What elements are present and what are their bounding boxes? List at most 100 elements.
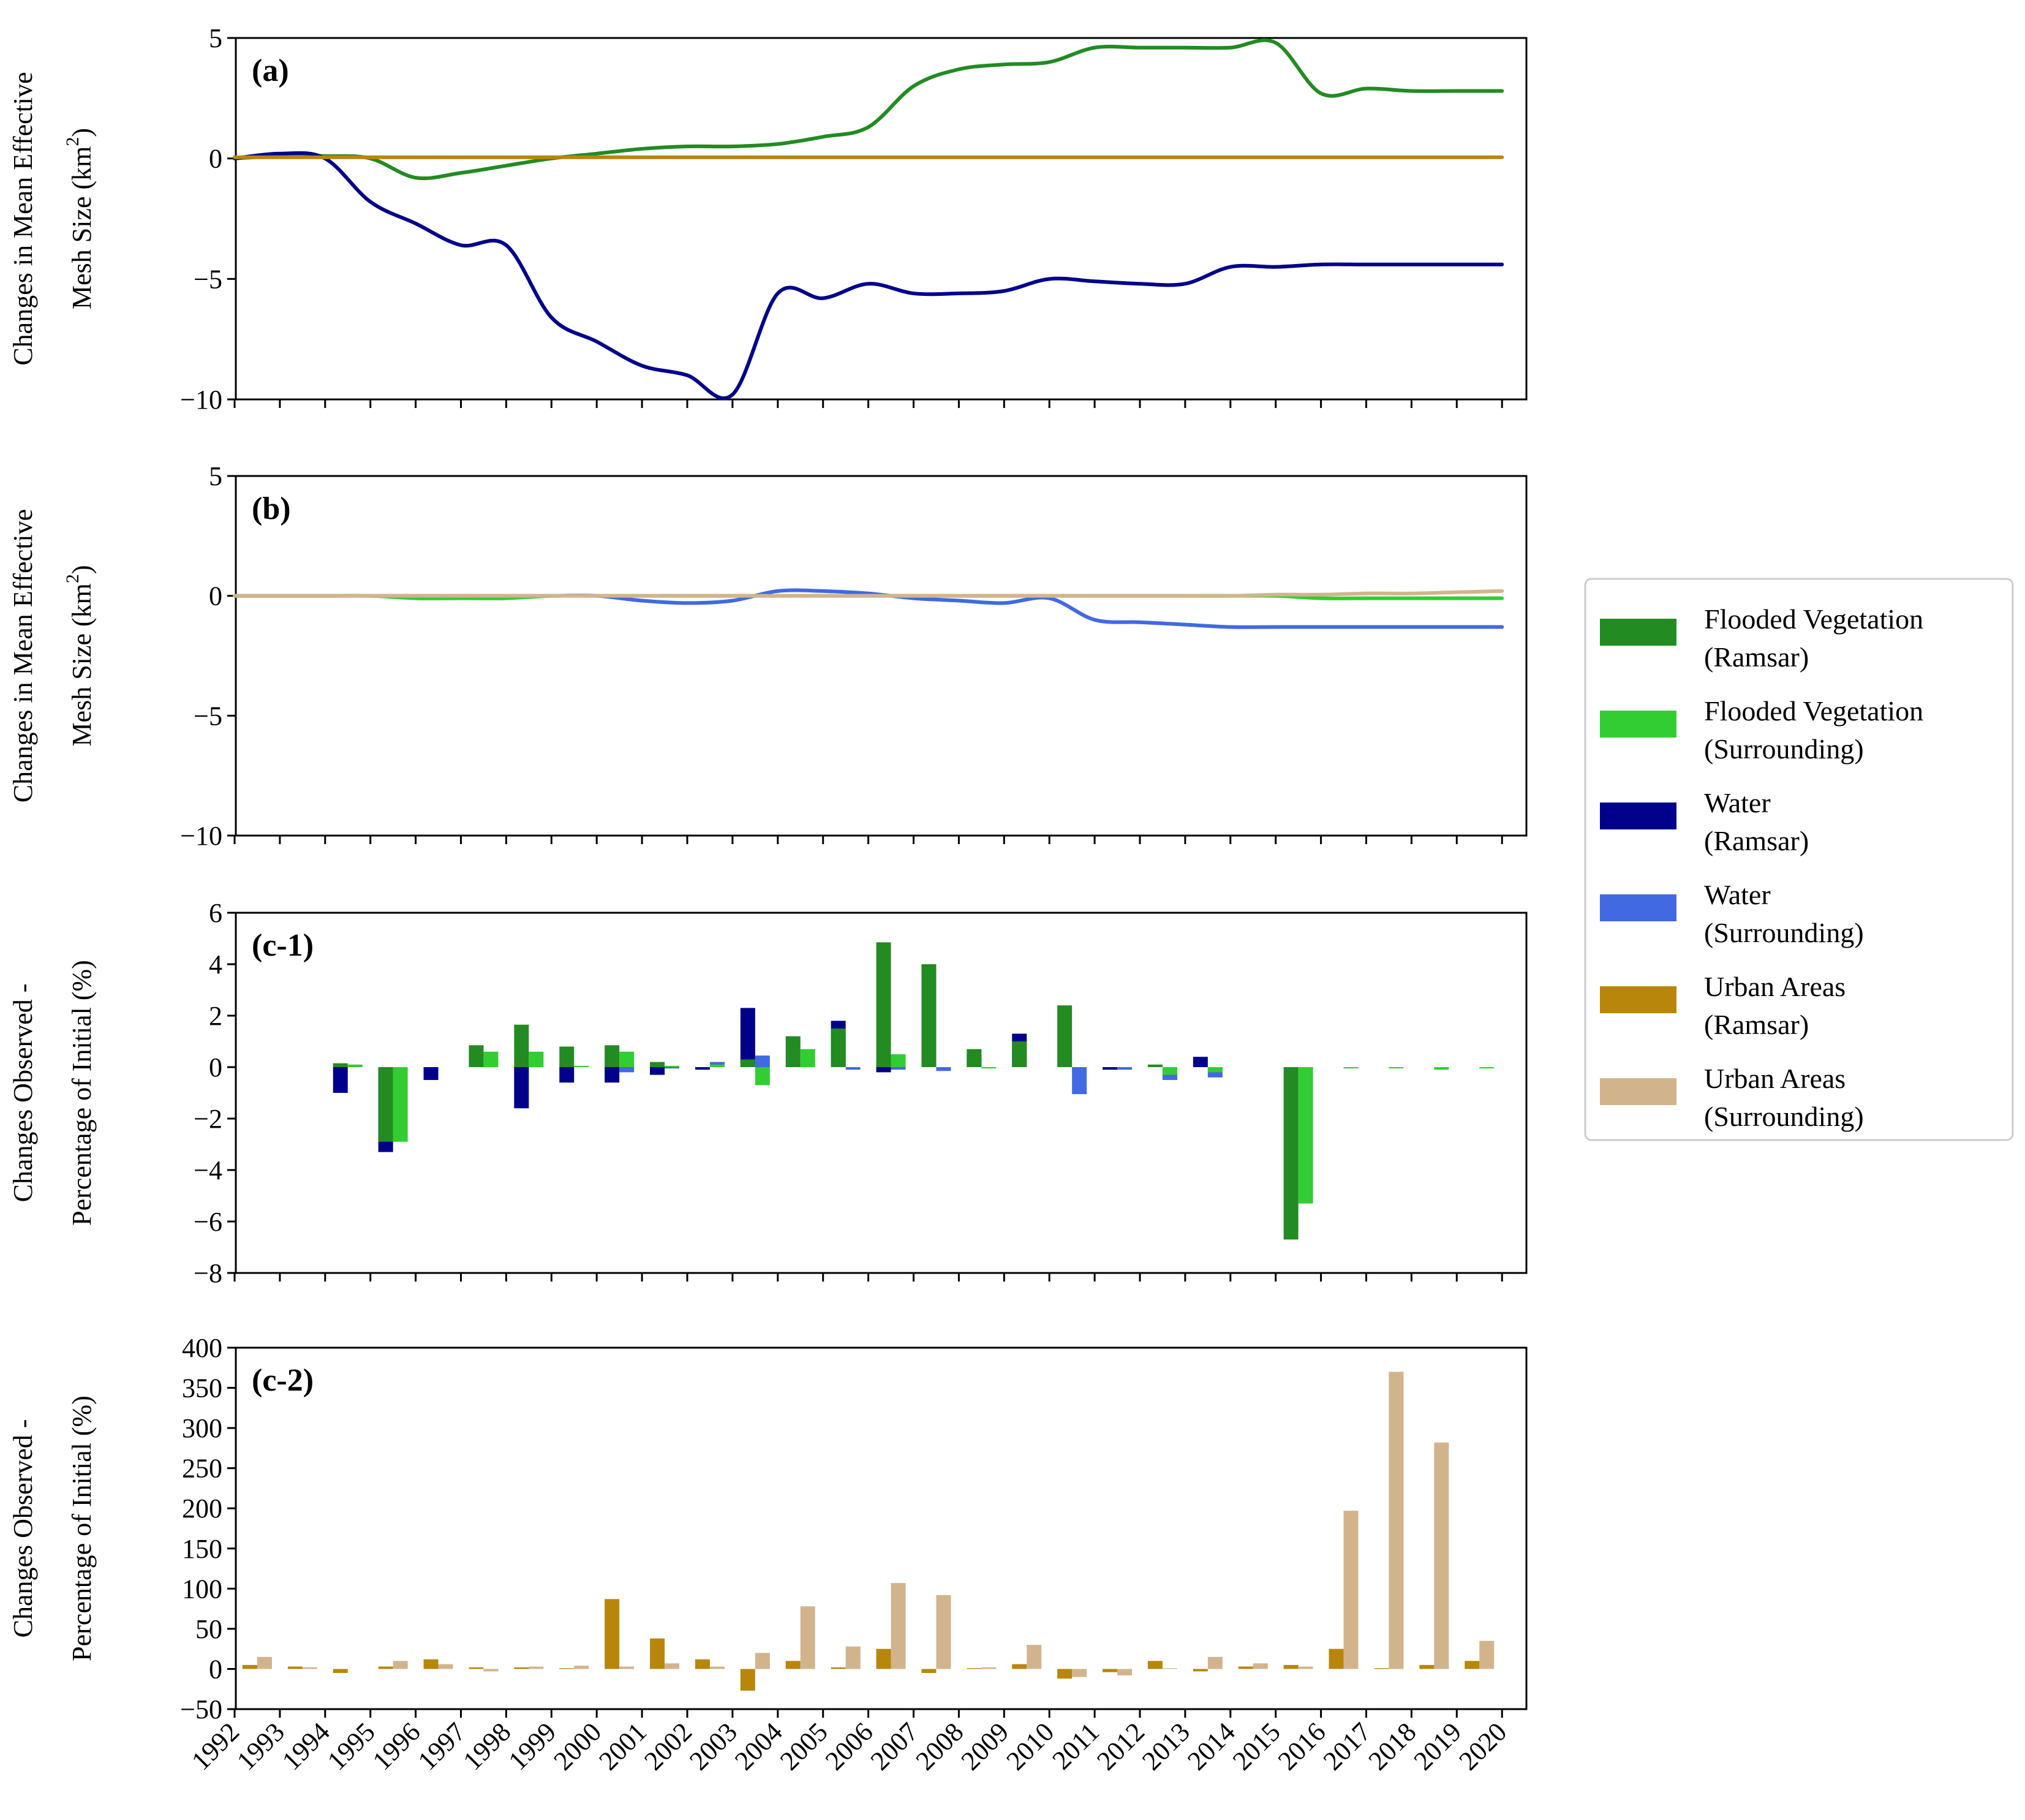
- bar-flooded_ramsar-2006: [831, 1029, 846, 1067]
- x-tick-label: 2013: [1136, 1716, 1196, 1776]
- bar-flooded_surrounding-1995: [347, 1064, 363, 1067]
- y-axis-label-line1: Changes in Mean Effective: [8, 509, 38, 802]
- bar-flooded_ramsar-2016: [1283, 1067, 1299, 1240]
- bar-urban_surrounding-1996: [393, 1661, 408, 1669]
- bar-urban_ramsar-2003: [695, 1659, 710, 1669]
- bar-flooded_ramsar-1995: [333, 1063, 348, 1067]
- panel-c1: 6 4 2 0 −2 −4 −6 −8 Changes Observed - Percentage…: [8, 898, 1528, 1288]
- bar-flooded_ramsar-2009: [967, 1049, 982, 1067]
- bar-flooded_surrounding-2018: [1389, 1067, 1404, 1069]
- x-tick-label: 2000: [548, 1716, 607, 1776]
- bar-urban_ramsar-2004: [740, 1669, 755, 1691]
- y-axis-label-line1: Changes Observed -: [8, 984, 38, 1203]
- legend-label-line2: (Ramsar): [1704, 825, 1809, 856]
- bar-flooded_surrounding-2002: [665, 1065, 680, 1067]
- series-line-urban_surrounding: [233, 589, 1504, 598]
- y-tick-label: 300: [182, 1413, 222, 1443]
- legend-label-line1: Urban Areas: [1704, 971, 1846, 1002]
- panel-b: 5 0 −5 −10 Changes in Mean Effective Mesh Siz…: [8, 461, 1528, 851]
- y-tick-label: 2: [209, 1001, 222, 1031]
- bar-water_surrounding-2011: [1072, 1067, 1087, 1095]
- bar-urban_surrounding-2004: [755, 1653, 770, 1669]
- bar-water_ramsar-2003: [695, 1067, 710, 1070]
- bar-flooded_surrounding-2003: [709, 1064, 725, 1067]
- y-tick-label: 200: [182, 1493, 222, 1524]
- legend-swatch: [1600, 986, 1676, 1013]
- bar-urban_surrounding-2010: [1027, 1645, 1042, 1669]
- y-tick-label: 0: [209, 581, 222, 611]
- bar-urban_surrounding-2019: [1434, 1442, 1449, 1669]
- bar-flooded_ramsar-2008: [921, 964, 937, 1067]
- legend-frame: [1584, 578, 2014, 1141]
- y-tick-label: −5: [194, 264, 222, 294]
- x-tick-label: 2008: [910, 1716, 970, 1776]
- legend-label-line1: Flooded Vegetation: [1704, 603, 1923, 635]
- series-line-water_ramsar: [233, 151, 1504, 401]
- bar-water_surrounding-2007: [891, 1067, 906, 1070]
- x-tick-label: 2012: [1091, 1716, 1150, 1776]
- panel-label: (c-2): [252, 1363, 314, 1398]
- bar-flooded_ramsar-2001: [605, 1045, 620, 1067]
- bar-urban_ramsar-2005: [785, 1661, 801, 1669]
- x-tick-label: 1993: [231, 1716, 290, 1776]
- bar-urban_ramsar-1994: [287, 1666, 303, 1669]
- y-tick-label: −50: [180, 1694, 222, 1724]
- legend-item: Water (Ramsar): [1600, 787, 1809, 856]
- y-tick-label: 0: [209, 144, 222, 174]
- x-tick-label: 1996: [367, 1716, 426, 1776]
- bar-urban_surrounding-2009: [981, 1667, 997, 1669]
- x-tick-label: 2010: [1000, 1716, 1060, 1776]
- y-axis-label-line1: Changes Observed -: [8, 1419, 38, 1638]
- legend-item: Flooded Vegetation (Surrounding): [1600, 695, 1923, 765]
- bar-flooded_surrounding-2013: [1162, 1067, 1177, 1075]
- bar-flooded_surrounding-2009: [981, 1067, 997, 1069]
- y-axis-label-line2: Mesh Size (km2): [62, 128, 97, 309]
- x-tick-label: 1994: [276, 1716, 336, 1776]
- bar-urban_surrounding-1997: [438, 1664, 453, 1669]
- y-tick-label: 4: [209, 950, 222, 980]
- x-tick-label: 1998: [458, 1716, 517, 1776]
- bar-urban_surrounding-2020: [1479, 1641, 1495, 1669]
- bar-flooded_surrounding-2007: [891, 1054, 906, 1067]
- x-tick-label: 2016: [1272, 1716, 1332, 1776]
- legend-item: Urban Areas (Surrounding): [1600, 1063, 1864, 1132]
- bar-water_ramsar-2002: [650, 1067, 665, 1075]
- x-tick-label: 1997: [412, 1716, 472, 1776]
- bar-urban_ramsar-1998: [469, 1667, 484, 1669]
- x-tick-label: 2018: [1363, 1716, 1422, 1776]
- y-tick-label: −6: [194, 1207, 222, 1237]
- axes-frame: [235, 912, 1528, 1274]
- bar-flooded_surrounding-2014: [1207, 1067, 1223, 1073]
- bar-water_surrounding-2004: [755, 1055, 770, 1067]
- y-tick-label: 250: [182, 1454, 222, 1484]
- x-tick-label: 1992: [186, 1716, 245, 1776]
- y-tick-label: 0: [209, 1654, 222, 1684]
- bar-urban_surrounding-2002: [665, 1663, 680, 1669]
- y-tick-label: 150: [182, 1534, 222, 1564]
- bar-flooded_ramsar-2000: [559, 1046, 575, 1067]
- legend-label-line2: (Ramsar): [1704, 641, 1809, 673]
- bar-urban_surrounding-2018: [1389, 1372, 1404, 1669]
- panel-label: (a): [252, 53, 289, 88]
- y-tick-label: −4: [194, 1155, 222, 1185]
- bar-urban_ramsar-2013: [1147, 1661, 1163, 1669]
- bar-urban_surrounding-2000: [574, 1666, 589, 1669]
- bar-urban_ramsar-2016: [1283, 1664, 1299, 1669]
- bar-urban_surrounding-1994: [302, 1667, 317, 1669]
- bar-urban_surrounding-2013: [1162, 1668, 1177, 1669]
- bar-urban_ramsar-2002: [650, 1638, 665, 1669]
- bar-urban_surrounding-2012: [1117, 1669, 1133, 1675]
- bar-urban_ramsar-2009: [967, 1668, 982, 1669]
- panel-a: 5 0 −10 −5 Changes in Mean Effective Mesh Siz…: [8, 23, 1528, 415]
- legend-label-line2: (Surrounding): [1704, 733, 1864, 765]
- axes-frame: [235, 475, 1528, 837]
- y-axis-label-line2: Percentage of Initial (%): [67, 1395, 97, 1661]
- legend-item: Flooded Vegetation (Ramsar): [1600, 603, 1923, 673]
- bar-urban_ramsar-2018: [1374, 1668, 1389, 1669]
- x-tick-label: 2009: [955, 1716, 1014, 1776]
- bar-water_ramsar-1995: [333, 1067, 348, 1093]
- bar-flooded_surrounding-1996: [393, 1067, 408, 1142]
- bar-water_ramsar-2007: [876, 1067, 891, 1073]
